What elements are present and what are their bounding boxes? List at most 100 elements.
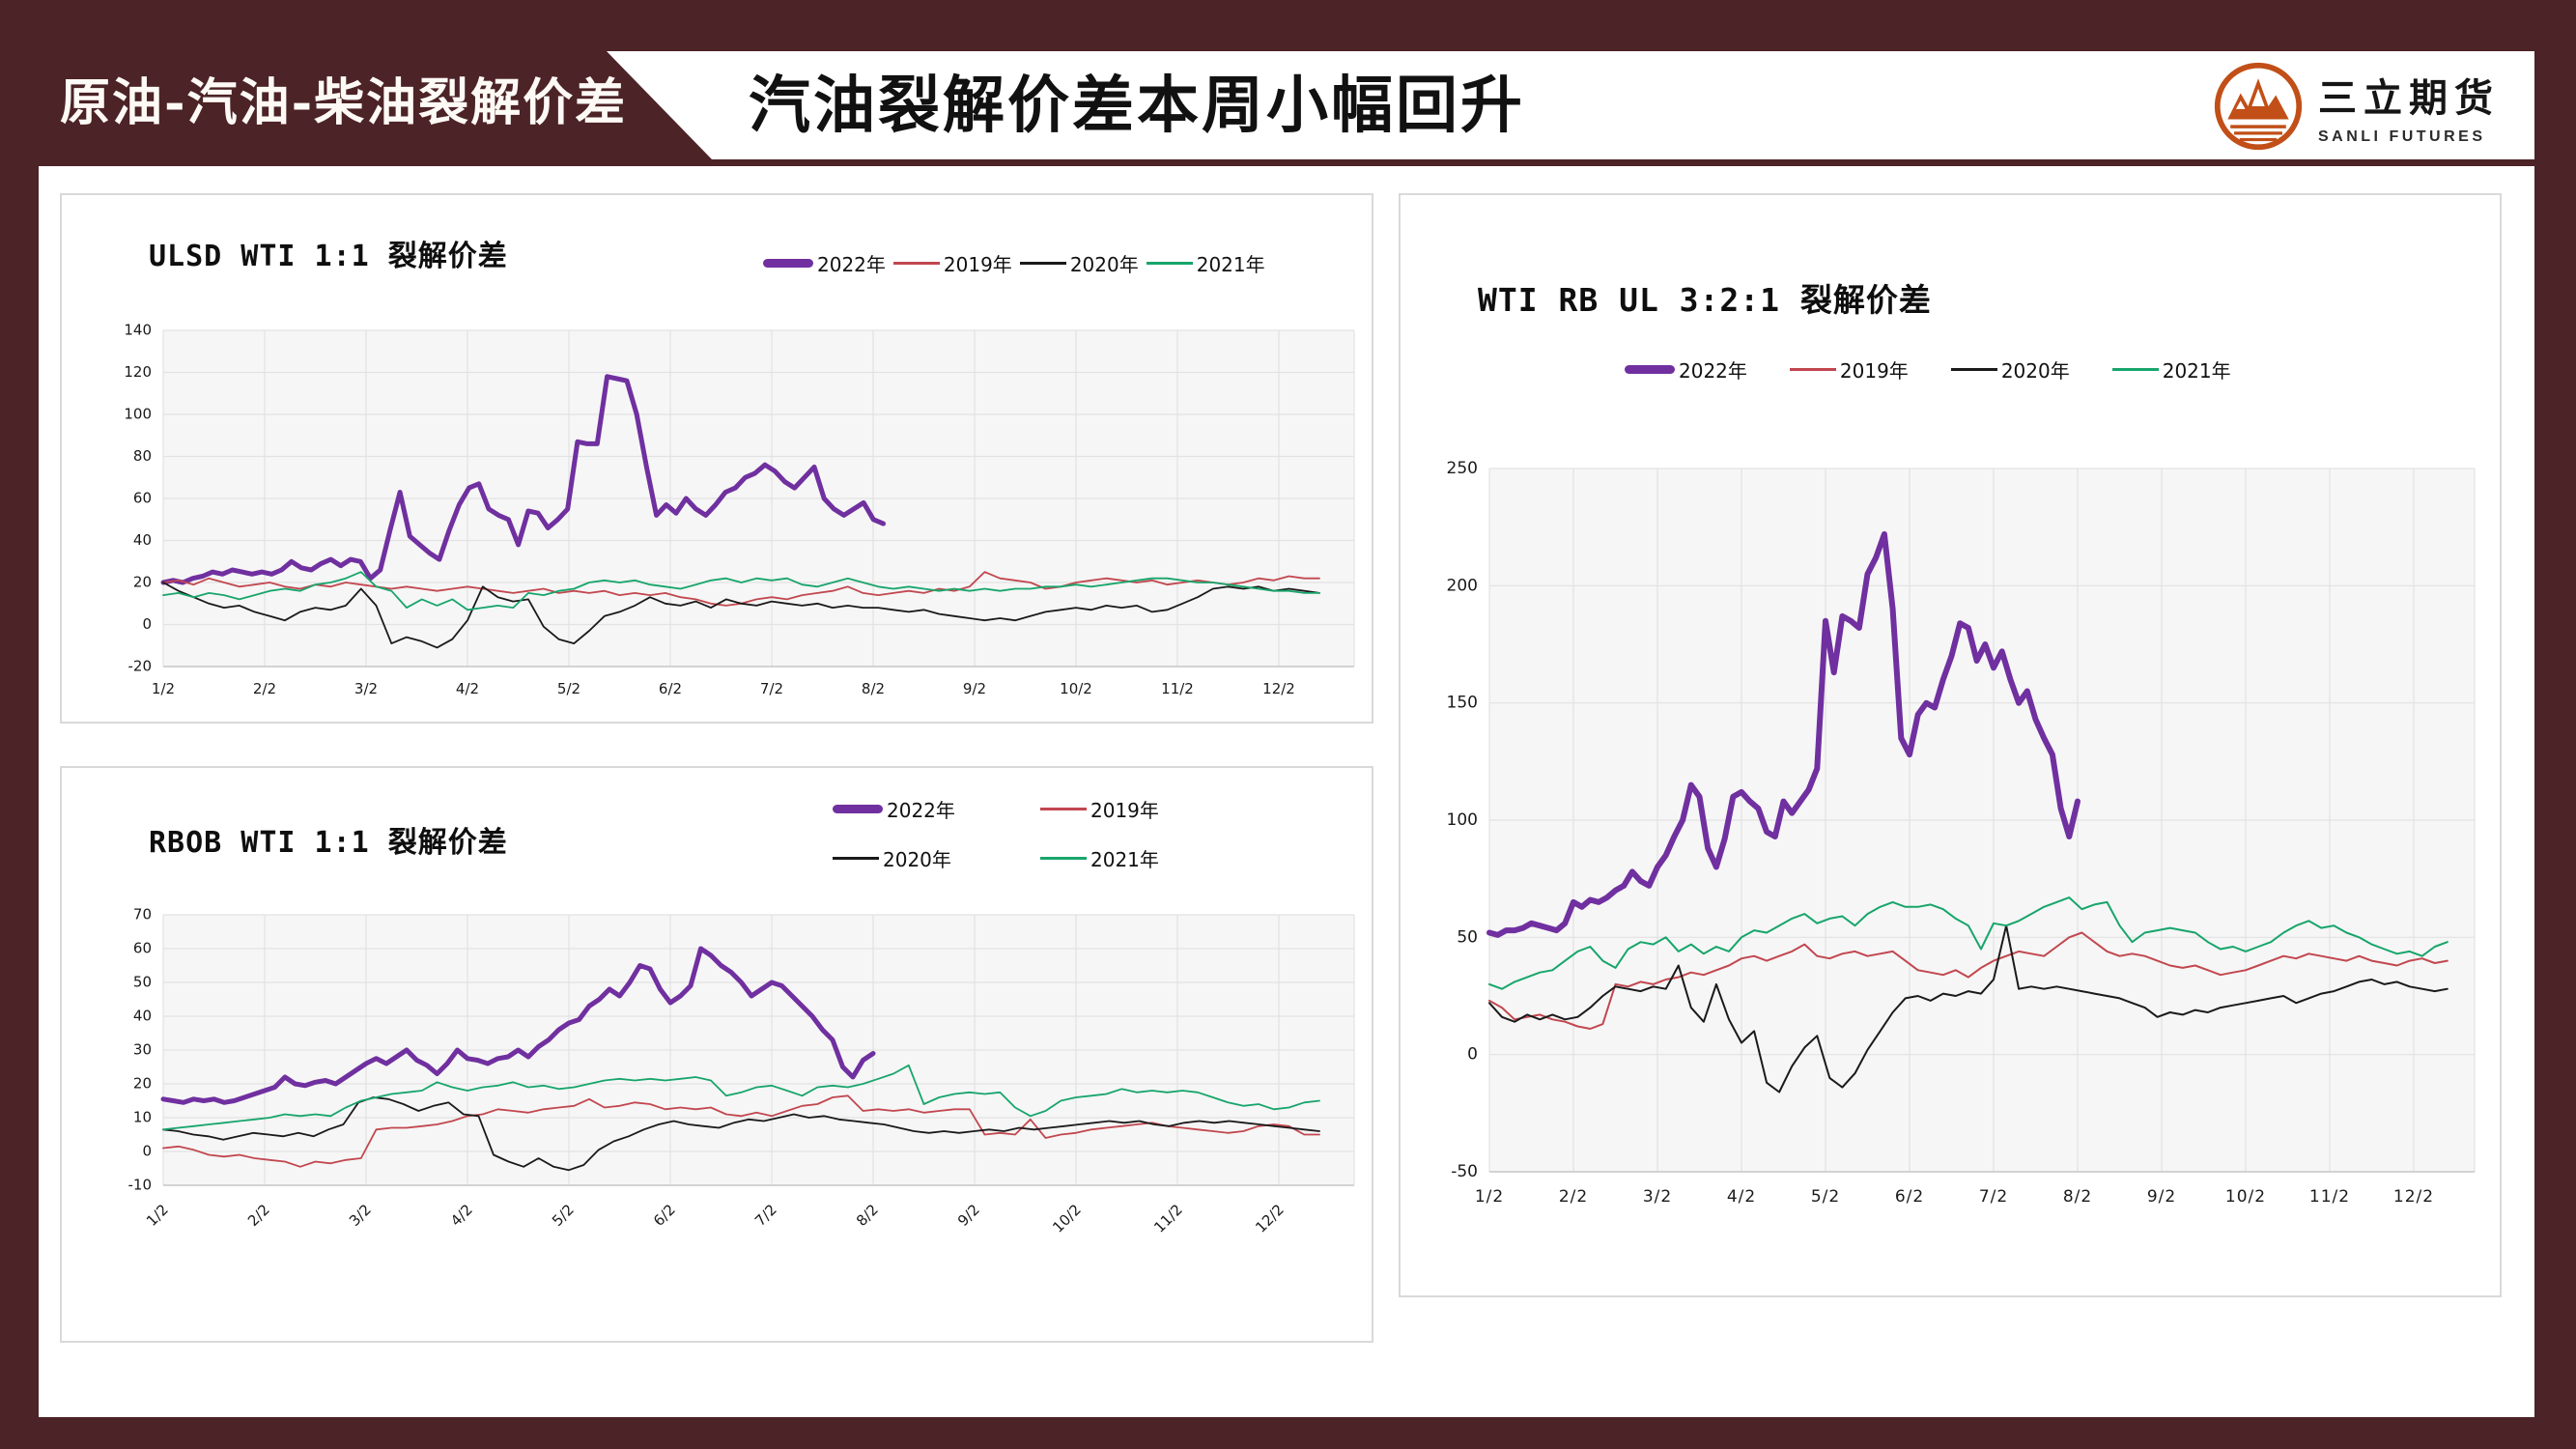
x-tick-label: 11/2 [1161, 680, 1194, 697]
x-tick-label: 9/2 [954, 1201, 983, 1230]
legend-swatch-icon [1040, 857, 1087, 860]
legend-swatch-icon [1950, 368, 1997, 371]
legend-label: 2021年 [2162, 359, 2231, 383]
company-logo: 三立期货 SANLI FUTURES [2212, 60, 2500, 153]
x-tick-label: 5/2 [549, 1201, 578, 1230]
y-tick-label: 140 [124, 322, 152, 339]
legend-label: 2020年 [1069, 253, 1139, 276]
x-tick-label: 1/2 [152, 680, 175, 697]
ulsd-chart-canvas: 140 120 100 80 60 40 20 0 -20 1/2 2/2 3/2 4/2 5/2 6/2 7… [124, 322, 1355, 697]
x-tick-label: 2/2 [1559, 1187, 1588, 1207]
chart-title-rbob: RBOB WTI 1:1 裂解价差 [149, 826, 508, 860]
legend-label: 2021年 [1196, 253, 1265, 276]
legend-item: 2019年 [1040, 795, 1248, 823]
header-white-band [607, 51, 2534, 159]
chart-title-ulsd: ULSD WTI 1:1 裂解价差 [149, 240, 508, 273]
y-tick-label: 250 [1447, 459, 1478, 478]
chart-panel-ulsd: 140 120 100 80 60 40 20 0 -20 1/2 2/2 3/2 4/2 5/2 6/2 7… [60, 193, 1373, 724]
legend-label: 2019年 [943, 253, 1012, 276]
legend-swatch-icon [892, 262, 940, 265]
content-area: 140 120 100 80 60 40 20 0 -20 1/2 2/2 3/2 4/2 5/2 6/2 7… [39, 166, 2534, 1417]
legend-swatch-icon [1789, 368, 1836, 371]
y-tick-label: 60 [133, 940, 152, 957]
x-tick-label: 6/2 [650, 1201, 679, 1230]
legend-swatch-icon [2111, 368, 2159, 371]
series-line-2020年 [162, 582, 1320, 649]
x-tick-label: 10/2 [2225, 1187, 2266, 1207]
legend-item: 2021年 [1040, 844, 1248, 872]
series-line-2020年 [162, 1096, 1320, 1172]
sanli-logo-icon [2214, 62, 2303, 151]
x-tick-label: 8/2 [2063, 1187, 2092, 1207]
chart-title-321: WTI RB UL 3:2:1 裂解价差 [1478, 281, 1932, 319]
y-tick-label: 0 [142, 1143, 152, 1160]
x-tick-label: 4/2 [456, 680, 479, 697]
x-tick-label: 4/2 [1727, 1187, 1756, 1207]
legend-swatch-icon [1625, 365, 1675, 374]
x-tick-label: 11/2 [2309, 1187, 2350, 1207]
legend-item: 2020年 [1019, 249, 1139, 277]
y-tick-label: 50 [1457, 927, 1478, 947]
logo-text: 三立期货 SANLI FUTURES [2318, 67, 2500, 146]
legend-label: 2022年 [887, 799, 955, 822]
x-tick-label: 7/2 [760, 680, 783, 697]
x-tick-label: 9/2 [2147, 1187, 2176, 1207]
series-line-2022年 [160, 374, 886, 585]
legend-label: 2022年 [817, 253, 886, 276]
series-line-2019年 [162, 1094, 1320, 1168]
y-tick-label: 150 [1447, 694, 1478, 713]
x-tick-label: 7/2 [1979, 1187, 2008, 1207]
x-tick-label: 10/2 [1060, 680, 1092, 697]
legend-item: 2019年 [892, 249, 1012, 277]
x-tick-label: 11/2 [1150, 1201, 1186, 1236]
x-tick-label: 12/2 [1262, 680, 1295, 697]
legend-swatch-icon [833, 805, 883, 813]
series-line-2022年 [1486, 530, 2081, 938]
chart-panel-rbob: 70 60 50 40 30 20 10 0 -10 1/2 2/2 3/2 4/2 5/2 6/2 7/2 8… [60, 766, 1373, 1343]
x-tick-label: 9/2 [963, 680, 986, 697]
y-tick-label: -50 [1451, 1162, 1478, 1181]
321-chart-canvas: 250 200 150 100 50 0 -50 1/2 2/2 3/2 4/2 5/2 6/2 7/2 8… [1447, 459, 2476, 1207]
legend-item: 2022年 [1625, 355, 1747, 384]
legend-item: 2022年 [763, 249, 886, 277]
y-tick-label: 0 [142, 615, 152, 633]
x-tick-label: 2/2 [244, 1201, 273, 1230]
series-line-2019年 [1488, 931, 2449, 1030]
legend-ulsd: 2022年 2019年 2020年 2021年 [763, 249, 1265, 277]
legend-swatch-icon [1146, 262, 1193, 265]
legend-321: 2022年 2019年 2020年 2021年 [1625, 355, 2231, 384]
y-tick-label: 100 [1447, 810, 1478, 830]
x-tick-label: 6/2 [659, 680, 682, 697]
y-tick-label: -20 [128, 658, 153, 675]
series-line-2021年 [162, 1064, 1320, 1131]
x-tick-label: 6/2 [1895, 1187, 1924, 1207]
x-tick-label: 1/2 [143, 1201, 172, 1230]
legend-swatch-icon [763, 259, 813, 268]
x-tick-label: 5/2 [1811, 1187, 1840, 1207]
legend-swatch-icon [1019, 262, 1066, 265]
x-tick-label: 1/2 [1475, 1187, 1504, 1207]
legend-item: 2019年 [1789, 355, 1909, 384]
series-line-2020年 [1488, 924, 2449, 1094]
legend-rbob: 2022年 2019年 2020年 2021年 [833, 795, 1248, 872]
y-tick-label: 0 [1467, 1045, 1478, 1065]
x-tick-label: 12/2 [2393, 1187, 2434, 1207]
series-line-2021年 [162, 571, 1320, 611]
legend-swatch-icon [833, 857, 879, 860]
legend-item: 2020年 [833, 844, 1040, 872]
x-tick-label: 3/2 [346, 1201, 375, 1230]
y-tick-label: 40 [133, 1008, 152, 1025]
rbob-chart-canvas: 70 60 50 40 30 20 10 0 -10 1/2 2/2 3/2 4/2 5/2 6/2 7/2 8… [128, 906, 1355, 1236]
y-tick-label: 60 [133, 490, 152, 507]
x-tick-label: 5/2 [557, 680, 580, 697]
x-tick-label: 10/2 [1049, 1201, 1085, 1236]
y-tick-label: 20 [133, 1075, 152, 1093]
section-label: 原油-汽油-柴油裂解价差 [60, 73, 628, 132]
y-tick-label: 80 [133, 447, 152, 465]
x-tick-label: 3/2 [354, 680, 378, 697]
legend-item: 2021年 [2111, 355, 2231, 384]
legend-label: 2019年 [1839, 359, 1909, 383]
logo-name-en: SANLI FUTURES [2318, 128, 2486, 145]
legend-label: 2020年 [883, 848, 951, 871]
y-tick-label: 10 [133, 1109, 152, 1126]
